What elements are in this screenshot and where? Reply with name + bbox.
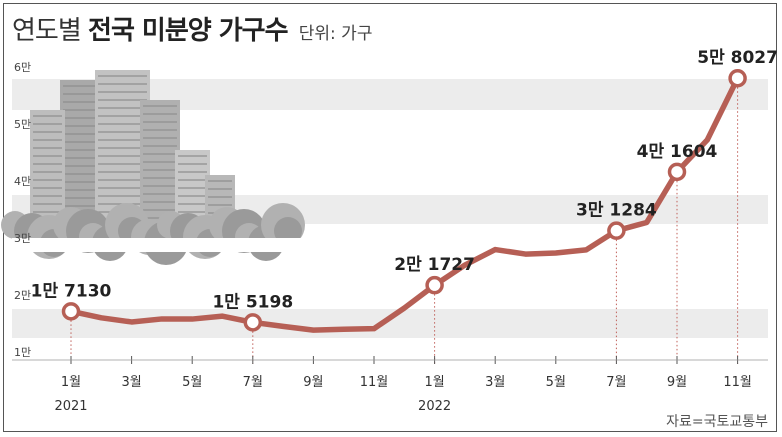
title-plain: 연도별 [12,16,82,46]
source-note: 자료=국토교통부 [666,414,768,430]
data-point-marker [728,68,747,88]
y-tick-label: 3만 [14,232,31,245]
x-tick-label: 7월 [243,375,263,390]
x-tick-label: 11월 [360,375,389,390]
y-tick-label: 6만 [14,61,31,74]
x-tick-label: 5월 [182,375,202,390]
x-tick-label: 3월 [121,375,141,390]
x-tick-label: 9월 [667,375,687,390]
data-point-marker [61,302,81,321]
x-tick-label: 7월 [606,375,626,390]
x-tick-label: 11월 [723,375,752,390]
x-tick-label: 9월 [303,375,323,390]
data-label: 5만 8027 [697,48,778,68]
title-bold: 전국 미분양 가구수 [88,16,288,46]
data-point-marker [243,313,263,332]
y-tick-label: 1만 [14,346,31,359]
x-tick-label: 5월 [546,375,566,390]
data-label: 4만 1604 [637,142,718,162]
data-label: 2만 1727 [394,255,475,275]
data-label: 1만 7130 [31,281,112,301]
y-tick-label: 4만 [14,175,31,188]
data-point-marker [425,275,444,295]
x-tick-label: 3월 [485,375,505,390]
series-line [68,75,741,333]
x-tick-label: 1월 [61,375,81,390]
data-label: 1만 5198 [212,292,293,312]
y-tick-label: 2만 [14,289,31,302]
chart-title: 연도별 전국 미분양 가구수 단위: 가구 [12,10,372,47]
data-label: 3만 1284 [576,201,657,221]
data-point-marker [607,221,626,240]
x-tick-label: 1월 [424,375,444,390]
unit-label: 단위: 가구 [298,24,373,44]
data-point-marker [667,162,687,182]
year-label: 2021 [54,399,87,414]
y-tick-label: 5만 [14,118,31,131]
year-label: 2022 [418,399,451,414]
apartment-photo [1,70,312,265]
